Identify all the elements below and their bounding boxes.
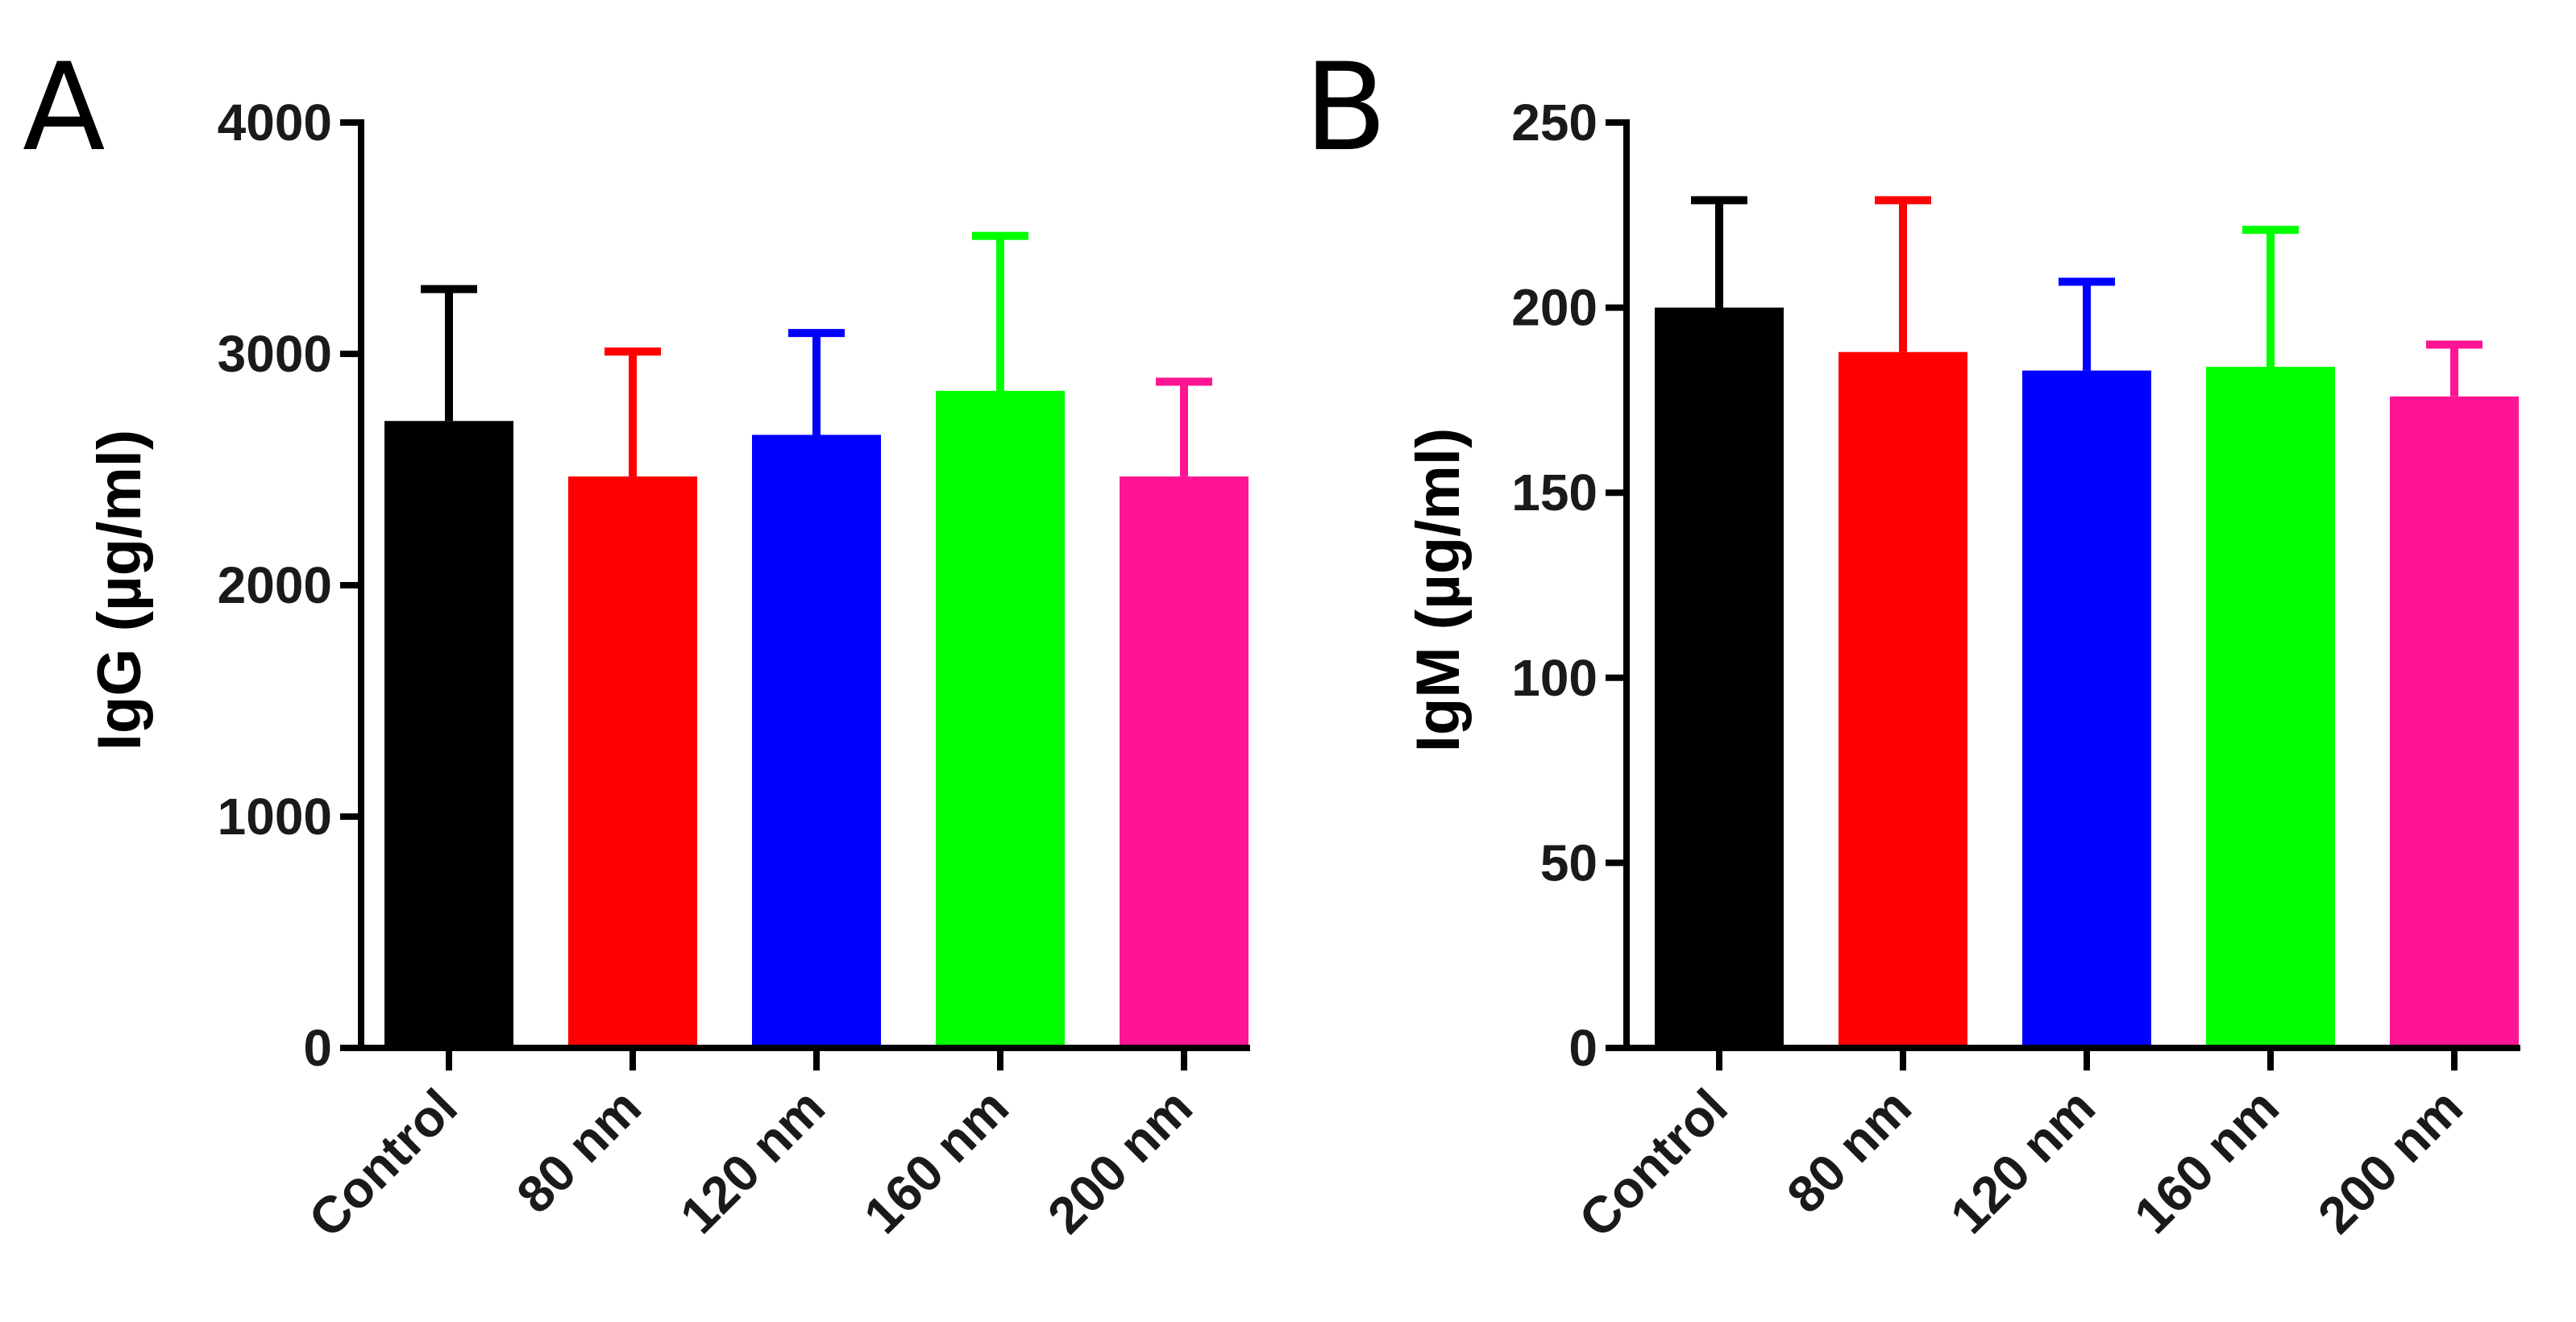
panel-b-y-tick-label: 50 — [1540, 834, 1598, 892]
panel-a-bar — [936, 390, 1065, 1048]
panel-b-bar — [2206, 367, 2335, 1048]
panel-a-bar — [752, 434, 881, 1048]
panel-b-y-tick-label: 100 — [1511, 649, 1598, 707]
panel-a-y-tick-label: 0 — [303, 1019, 332, 1077]
panel-a-plot: 0 1000 2000 3000 4000 Control 80 nm 120 nm 160 n… — [218, 94, 1250, 1249]
panel-b-y-tick-label: 200 — [1511, 279, 1598, 337]
panel-b-plot: 0 50 100 150 200 250 Control 80 nm 120 nm 160 nm 2… — [1511, 94, 2520, 1249]
panel-a-x-tick-label: 160 nm — [853, 1078, 1020, 1245]
panel-b-y-axis-title: IgM (µg/ml) — [1404, 428, 1473, 753]
panel-a-bar — [568, 476, 697, 1048]
panel-a-x-tick-label: 80 nm — [505, 1078, 652, 1224]
panel-a-y-axis-title-text: IgG (µg/ml) — [85, 430, 154, 750]
panel-a-y-tick-label: 1000 — [218, 788, 332, 846]
panel-b-y-tick-label: 150 — [1511, 464, 1598, 522]
panel-b-bar — [2022, 370, 2151, 1048]
panel-a-x-tick-label: 200 nm — [1037, 1078, 1203, 1245]
panel-a-y-tick-label: 3000 — [218, 325, 332, 383]
panel-b-x-tick-label: 200 nm — [2307, 1078, 2474, 1245]
panel-b-y-tick-label: 0 — [1568, 1019, 1598, 1077]
panel-b-x-tick-label: 160 nm — [2123, 1078, 2290, 1245]
panel-b-letter: B — [1304, 38, 1387, 178]
panel-a: A IgG (µg/ml) 0 1000 2000 3000 4000 Control 80… — [23, 38, 1250, 1249]
panel-b-x-tick-label: 80 nm — [1776, 1078, 1922, 1224]
panel-b-bar — [1655, 307, 1784, 1049]
panel-a-bar — [1120, 476, 1249, 1048]
panel-b-x-tick-label: 120 nm — [1939, 1078, 2106, 1245]
panel-b-x-tick-label: Control — [1568, 1078, 1739, 1249]
panel-b-bar — [2390, 396, 2519, 1049]
panel-b-y-tick-label: 250 — [1511, 94, 1598, 152]
panel-b-y-axis-title-text: IgM (µg/ml) — [1404, 428, 1473, 753]
panel-a-y-tick-label: 2000 — [218, 556, 332, 614]
panel-a-letter: A — [23, 38, 106, 178]
panel-b-bar — [1839, 351, 1967, 1049]
panel-a-bar — [384, 421, 513, 1048]
panel-a-y-tick-label: 4000 — [218, 94, 332, 152]
panel-a-y-axis-title: IgG (µg/ml) — [85, 430, 154, 750]
panel-a-x-tick-label: Control — [297, 1078, 468, 1249]
panel-a-x-tick-label: 120 nm — [669, 1078, 836, 1245]
panel-b: B IgM (µg/ml) 0 50 100 150 200 250 Control 80 n… — [1304, 38, 2520, 1249]
